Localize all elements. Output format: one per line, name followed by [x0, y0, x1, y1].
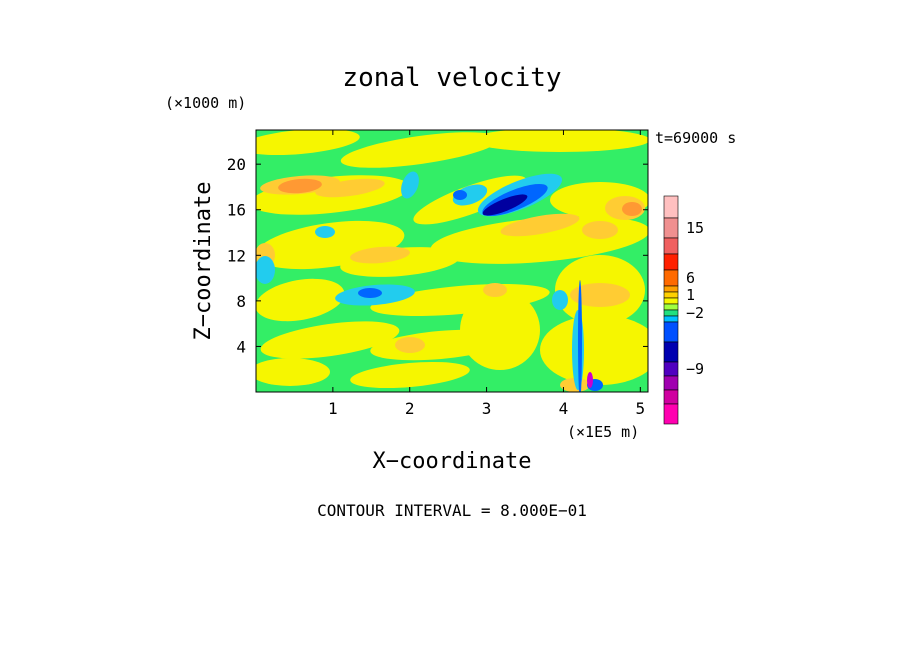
- field-contour-region: [453, 190, 467, 200]
- field-contour-region: [256, 256, 275, 284]
- field-contour-region: [358, 288, 382, 298]
- colorbar-level: [663, 321, 679, 343]
- field-contour-region: [401, 171, 419, 199]
- colorbar-level: [663, 403, 679, 425]
- colorbar-label: 6: [686, 269, 695, 287]
- field-contour-region: [340, 132, 500, 168]
- colorbar-level: [663, 217, 679, 239]
- field-contour-region: [256, 358, 330, 386]
- colorbar-level: [663, 297, 679, 305]
- colorbar-level: [663, 285, 679, 293]
- y-tick-label: 12: [227, 246, 246, 265]
- field-contour-region: [395, 337, 425, 353]
- field-contour-region: [256, 130, 360, 156]
- colorbar-level: [663, 375, 679, 391]
- x-axis: 1 2 3 4 5: [328, 130, 645, 418]
- field-contour-region: [552, 290, 568, 310]
- colorbar: 15 61−2 −9: [663, 195, 704, 425]
- z-unit-label: (×1000 m): [165, 94, 246, 112]
- field-contour-region: [315, 226, 335, 238]
- colorbar-level: [663, 237, 679, 255]
- x-tick-label: 4: [559, 399, 569, 418]
- y-tick-label: 8: [236, 292, 246, 311]
- x-tick-label: 3: [482, 399, 492, 418]
- x-tick-label: 1: [328, 399, 338, 418]
- colorbar-level: [663, 253, 679, 271]
- field-contour-region: [622, 202, 642, 216]
- field-contour-region: [460, 290, 540, 370]
- field-contour-region: [560, 378, 590, 392]
- y-tick-label: 16: [227, 201, 246, 220]
- field-contour-region: [278, 178, 322, 194]
- colorbar-label: 15: [686, 219, 704, 237]
- field-contour-region: [350, 246, 410, 264]
- field-contour-region: [482, 194, 528, 216]
- field-contour-region: [500, 213, 580, 237]
- colorbar-level: [663, 269, 679, 287]
- y-axis: 4 8 12 16 20: [227, 155, 648, 356]
- x-axis-label: X−coordinate: [373, 449, 532, 474]
- field-contour-region: [483, 283, 507, 297]
- y-axis-label: Z−coordinate: [191, 182, 216, 341]
- field-contour-region: [452, 184, 488, 206]
- field-contour-region: [572, 310, 584, 390]
- field-contour-region: [256, 278, 345, 322]
- colorbar-level: [663, 361, 679, 377]
- colorbar-label: −2: [686, 304, 704, 322]
- colorbar-level: [663, 315, 679, 323]
- colorbar-level: [663, 195, 679, 219]
- plot-frame: [255, 129, 649, 393]
- x-tick-label: 5: [635, 399, 645, 418]
- x-tick-label: 2: [405, 399, 415, 418]
- time-label: t=69000 s: [655, 129, 736, 147]
- colorbar-level: [663, 309, 679, 317]
- velocity-field: [256, 130, 648, 392]
- colorbar-level: [663, 291, 679, 299]
- field-contour-region: [315, 178, 385, 198]
- contour-interval-note: CONTOUR INTERVAL = 8.000E−01: [317, 501, 587, 520]
- colorbar-label: −9: [686, 360, 704, 378]
- x-unit-label: (×1E5 m): [567, 423, 639, 441]
- field-contour-region: [570, 283, 630, 307]
- field-contour-region: [470, 130, 648, 152]
- field-contour-region: [540, 315, 648, 385]
- field-contour-region: [578, 280, 582, 392]
- colorbar-level: [663, 389, 679, 405]
- field-contour-region: [582, 221, 618, 239]
- field-contour-region: [350, 361, 470, 389]
- y-tick-label: 4: [236, 337, 246, 356]
- y-tick-label: 20: [227, 155, 246, 174]
- colorbar-label: 1: [686, 286, 695, 304]
- field-contour-region: [260, 321, 400, 359]
- chart-title: zonal velocity: [342, 63, 561, 93]
- colorbar-level: [663, 303, 679, 311]
- colorbar-level: [663, 341, 679, 363]
- field-contour-region: [587, 372, 593, 388]
